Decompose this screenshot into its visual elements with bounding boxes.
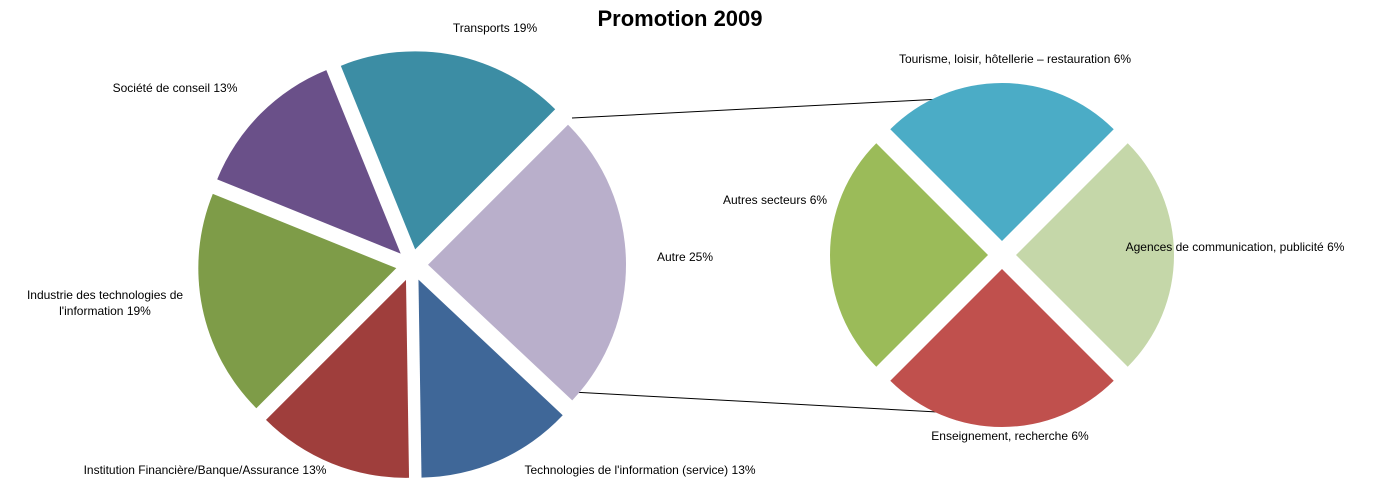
chart-title: Promotion 2009: [597, 6, 763, 31]
value-label: 6%: [809, 193, 828, 207]
value-label: 6%: [1071, 429, 1089, 443]
slice-label: Technologies de l'information (service) …: [490, 462, 790, 478]
category-name: Institution Financière/Banque/Assurance: [83, 463, 300, 477]
category-name: Société de conseil: [112, 81, 211, 95]
category-name: Agences de communication, publicité: [1125, 240, 1324, 254]
pie-slice: [217, 70, 401, 254]
connector: [571, 391, 994, 416]
value-label: 13%: [213, 81, 238, 95]
category-name: Autres secteurs: [722, 193, 807, 207]
value-label: 6%: [1327, 240, 1345, 254]
slice-label: Industrie des technologies de l'informat…: [0, 287, 210, 319]
slice-label: Transports 19%: [420, 20, 570, 36]
value-label: 25%: [689, 250, 714, 264]
slice-label: Institution Financière/Banque/Assurance …: [70, 462, 340, 478]
slice-label: Agences de communication, publicité 6%: [1105, 239, 1365, 255]
slice-label: Enseignement, recherche 6%: [890, 428, 1130, 444]
category-name: Tourisme, loisir, hôtellerie – restaurat…: [898, 52, 1111, 66]
category-name: Autre: [656, 250, 686, 264]
pie-slice: [340, 51, 556, 250]
pie-slice: [1016, 143, 1175, 367]
pie-slice: [265, 279, 410, 478]
category-name: Technologies de l'information (service): [524, 463, 729, 477]
value-label: 6%: [1113, 52, 1132, 66]
value-label: 13%: [731, 463, 756, 477]
value-label: 19%: [513, 21, 538, 35]
slice-label: Autre 25%: [645, 249, 725, 265]
pie-slice: [198, 193, 397, 409]
category-name: Industrie des technologies de l'informat…: [26, 288, 184, 318]
pie-slice: [890, 83, 1114, 242]
category-name: Transports: [452, 21, 510, 35]
value-label: 19%: [126, 304, 151, 318]
pie-slice: [890, 269, 1114, 427]
slice-label: Société de conseil 13%: [90, 80, 260, 96]
connector: [571, 95, 1001, 119]
pie-slice: [830, 143, 988, 367]
value-label: 13%: [302, 463, 327, 477]
category-name: Enseignement, recherche: [931, 429, 1069, 443]
slice-label: Autres secteurs 6%: [700, 192, 850, 208]
pie-slice: [427, 124, 626, 401]
pie-slice: [418, 279, 563, 478]
slice-label: Tourisme, loisir, hôtellerie – restaurat…: [885, 51, 1145, 67]
